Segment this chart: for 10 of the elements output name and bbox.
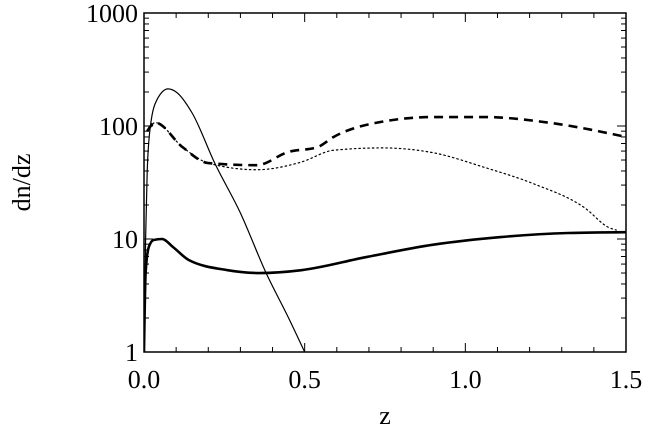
- y-tick-label: 10: [112, 225, 138, 254]
- x-tick-label: 0.5: [288, 365, 321, 394]
- x-tick-label: 1.0: [449, 365, 482, 394]
- y-axis-title: dn/dz: [7, 154, 36, 212]
- x-tick-label: 1.5: [610, 365, 642, 394]
- x-axis-title: z: [379, 401, 391, 430]
- y-tick-label: 1000: [86, 0, 138, 28]
- y-tick-label: 100: [99, 112, 138, 142]
- x-tick-label: 0.0: [128, 365, 160, 394]
- y-tick-label: 1: [125, 338, 138, 368]
